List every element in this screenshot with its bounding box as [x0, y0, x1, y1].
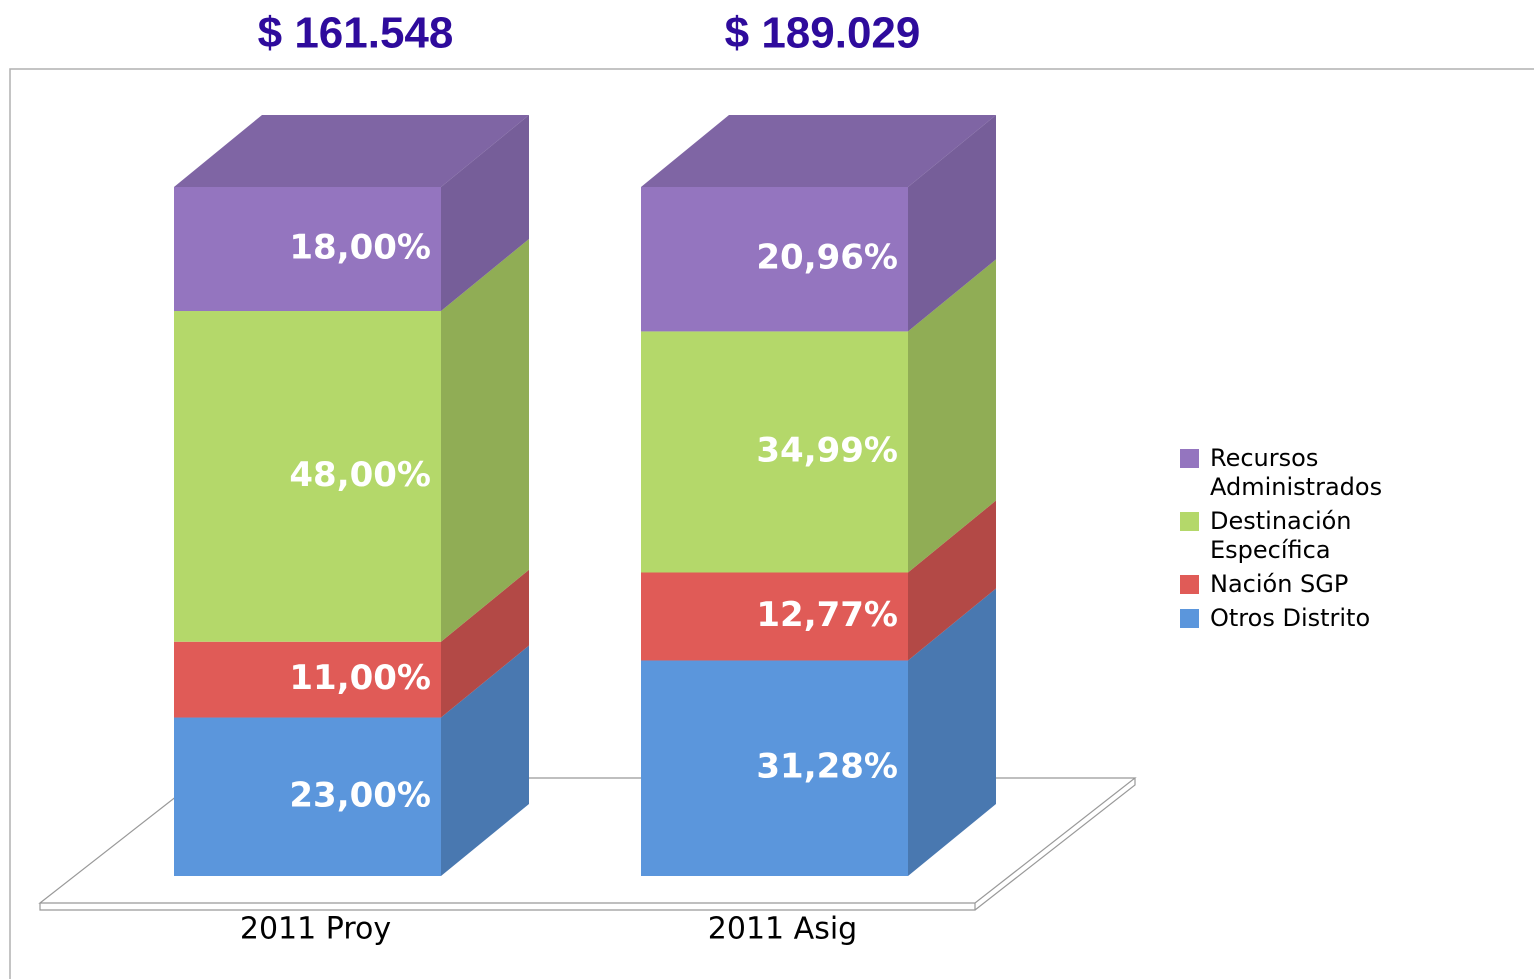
total-annotation: $ 161.548 — [258, 9, 454, 58]
category-label: 2011 Asig — [708, 912, 857, 947]
legend-item: Destinación Específica — [1180, 507, 1520, 565]
legend-swatch — [1180, 575, 1199, 594]
legend-label: Nación SGP — [1210, 570, 1349, 598]
bar-segment-side — [441, 239, 529, 642]
value-label: 12,77% — [756, 595, 898, 635]
legend-label: Destinación Específica — [1210, 507, 1352, 564]
bar-segment — [641, 660, 908, 876]
bars — [174, 115, 996, 876]
legend-swatch — [1180, 609, 1199, 628]
legend-item: Recursos Administrados — [1180, 444, 1520, 502]
bar-segment — [174, 311, 441, 642]
value-label: 23,00% — [289, 775, 431, 815]
bar-segment-side — [441, 115, 529, 312]
bar-segment-side — [908, 259, 996, 573]
legend-swatch — [1180, 449, 1199, 468]
value-label: 31,28% — [756, 747, 898, 787]
legend-item: Otros Distrito — [1180, 604, 1520, 633]
value-label: 18,00% — [289, 228, 431, 268]
value-label: 34,99% — [756, 430, 898, 470]
bar-segment-side — [441, 645, 529, 876]
legend-label: Otros Distrito — [1210, 604, 1371, 632]
bar-segment — [174, 641, 441, 718]
legend: Recursos Administrados Destinación Especí… — [1180, 444, 1520, 638]
bar-segment — [641, 331, 908, 573]
value-label: 11,00% — [289, 658, 431, 698]
bar-segment — [174, 717, 441, 876]
bar-segment — [641, 572, 908, 661]
bar-top — [641, 115, 996, 187]
bar-segment — [641, 187, 908, 332]
total-annotation: $ 189.029 — [725, 9, 921, 58]
legend-item: Nación SGP — [1180, 570, 1520, 599]
bar-segment-side — [908, 500, 996, 661]
legend-swatch — [1180, 512, 1199, 531]
bar-top — [174, 115, 529, 187]
bar-segment — [174, 187, 441, 312]
value-label: 20,96% — [756, 238, 898, 278]
bar-segment-side — [908, 588, 996, 876]
category-label: 2011 Proy — [240, 912, 391, 947]
legend-label: Recursos Administrados — [1210, 444, 1383, 501]
bar-segment-side — [908, 115, 996, 332]
bar-segment-side — [441, 569, 529, 718]
chart-frame — [9, 68, 1534, 979]
value-label: 48,00% — [289, 455, 431, 495]
